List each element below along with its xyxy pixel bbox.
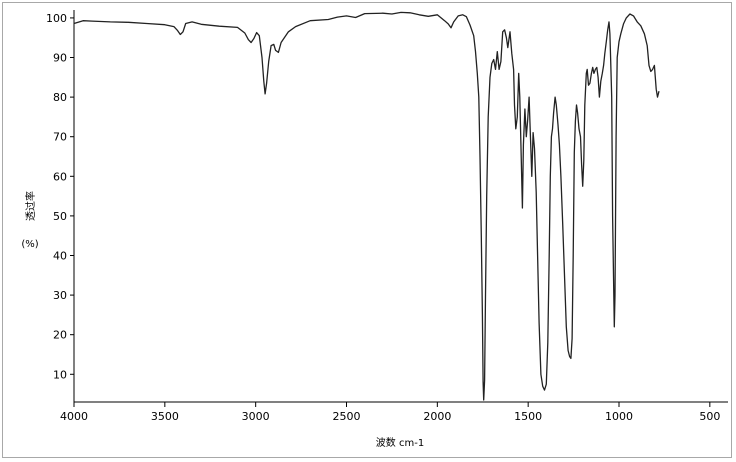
y-tick-label: 20	[53, 329, 67, 342]
x-tick-label: 2000	[423, 410, 451, 423]
x-tick-label: 3500	[151, 410, 179, 423]
x-tick-label: 1500	[514, 410, 542, 423]
x-tick-label: 1000	[605, 410, 633, 423]
x-axis-ticks: 4000 3500 3000 2500 2000 1500 1000 500	[60, 402, 720, 423]
y-tick-label: 60	[53, 170, 67, 183]
y-axis-ticks: 10 20 30 40 50 60 70 80 90 100	[46, 12, 74, 381]
spectrum-series-line	[73, 11, 660, 401]
x-tick-label: 3000	[242, 410, 270, 423]
x-tick-label: 2500	[333, 410, 361, 423]
x-tick-label: 500	[699, 410, 720, 423]
y-axis-title: 透过率	[24, 191, 37, 221]
y-axis-unit: (%)	[21, 239, 38, 250]
y-tick-label: 80	[53, 91, 67, 104]
y-tick-label: 50	[53, 210, 67, 223]
y-tick-label: 30	[53, 289, 67, 302]
x-axis-title: 波数 cm-1	[376, 436, 424, 449]
x-tick-label: 4000	[60, 410, 88, 423]
y-tick-label: 70	[53, 131, 67, 144]
y-tick-label: 10	[53, 368, 67, 381]
y-tick-label: 100	[46, 12, 67, 25]
y-tick-label: 40	[53, 249, 67, 262]
y-tick-label: 90	[53, 52, 67, 65]
chart-frame	[2, 2, 732, 458]
